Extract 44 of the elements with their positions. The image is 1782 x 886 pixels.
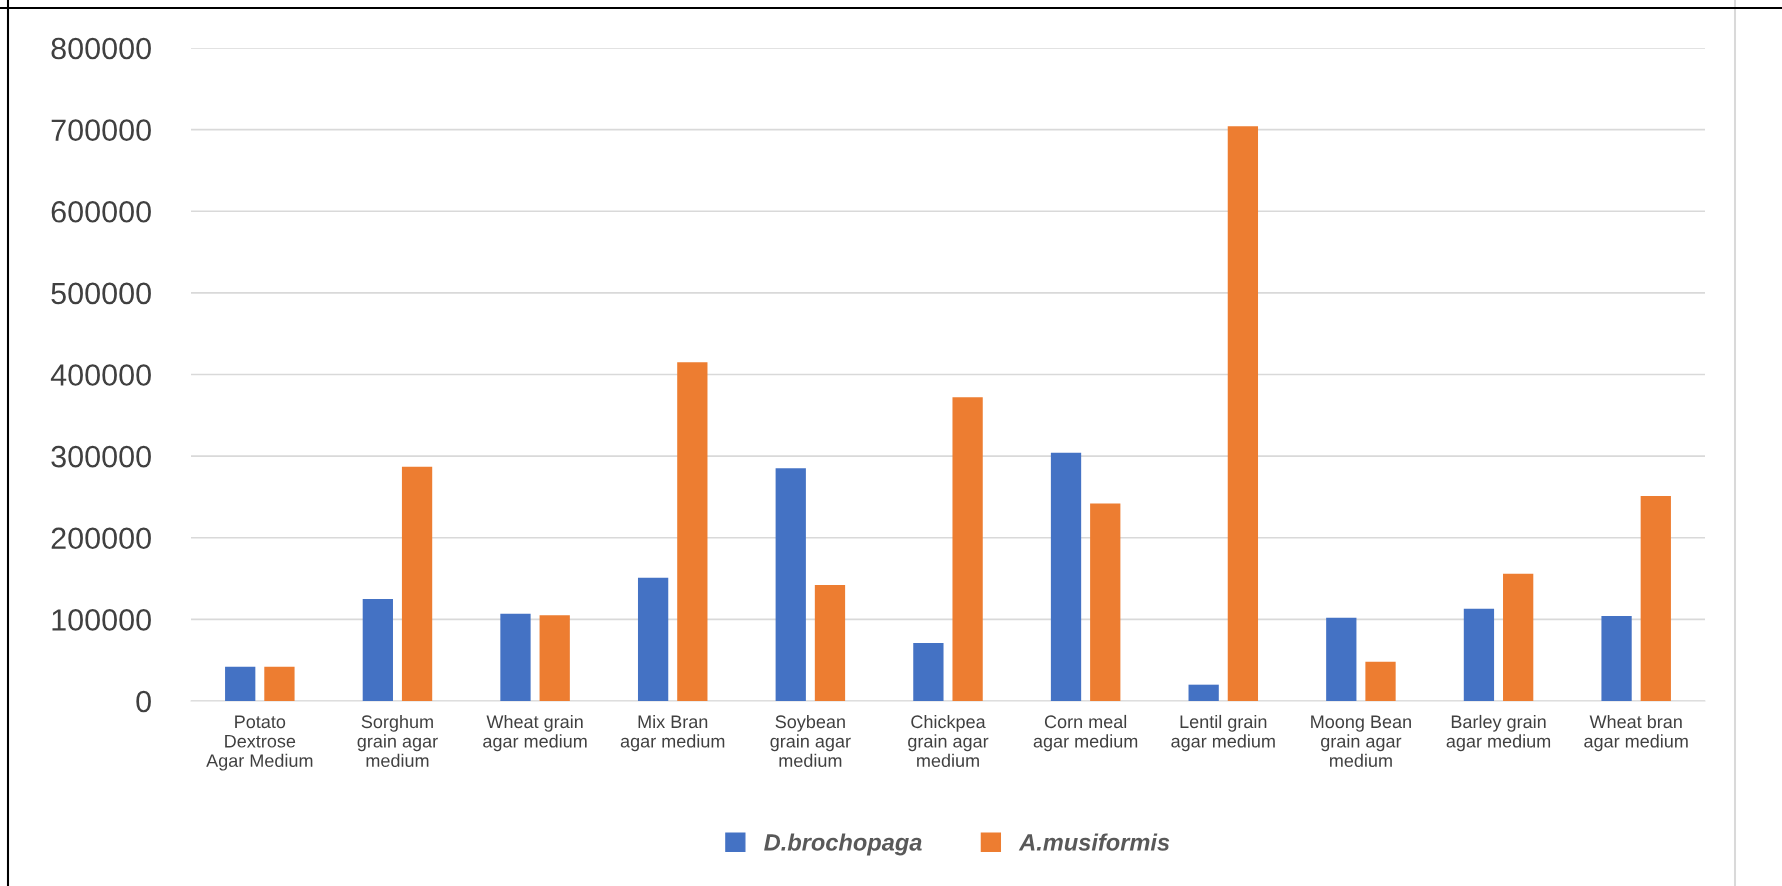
x-tick-label: Wheat grain agar medium bbox=[483, 714, 587, 752]
bar bbox=[637, 577, 669, 701]
bar bbox=[1463, 608, 1495, 701]
bar bbox=[775, 468, 806, 701]
bar bbox=[1365, 661, 1396, 701]
bar bbox=[1188, 684, 1219, 701]
x-tick-label: Soybean grain agar medium bbox=[770, 714, 851, 768]
legend-label: D.brochopaga bbox=[764, 833, 922, 856]
bar bbox=[362, 598, 393, 701]
bar bbox=[500, 613, 531, 701]
x-tick-label: Wheat bran agar medium bbox=[1584, 714, 1688, 752]
y-tick-label: 200000 bbox=[51, 527, 151, 550]
x-tick-label: Corn meal agar medium bbox=[1033, 714, 1138, 752]
bar bbox=[1503, 573, 1534, 701]
y-tick-label: 600000 bbox=[51, 200, 151, 223]
bar bbox=[1090, 503, 1121, 701]
y-tick-label: 300000 bbox=[51, 445, 151, 468]
x-tick-label: Lentil grain agar medium bbox=[1171, 714, 1275, 752]
y-tick-label: 400000 bbox=[50, 364, 151, 386]
bar bbox=[225, 666, 256, 701]
bar bbox=[913, 643, 944, 701]
bar bbox=[401, 466, 433, 701]
x-tick-label: Moong Bean grain agar medium bbox=[1311, 715, 1411, 768]
x-tick-label: Sorghum grain agar medium bbox=[357, 714, 438, 768]
y-tick-label: 800000 bbox=[51, 37, 151, 60]
bar bbox=[539, 615, 570, 701]
bar bbox=[1601, 616, 1632, 701]
x-tick-label: Barley grain agar medium bbox=[1446, 714, 1551, 752]
bar bbox=[1326, 617, 1357, 701]
y-tick-label: 0 bbox=[136, 690, 151, 713]
x-tick-label: Chickpea grain agar medium bbox=[908, 714, 989, 768]
bar bbox=[814, 585, 846, 701]
x-tick-label: Mix Bran agar medium bbox=[620, 714, 725, 752]
legend-label: A.musiformis bbox=[1018, 833, 1170, 851]
bar bbox=[1640, 496, 1671, 701]
bar bbox=[952, 397, 983, 701]
bar bbox=[677, 362, 708, 701]
y-tick-label: 100000 bbox=[52, 609, 151, 631]
y-tick-label: 700000 bbox=[51, 119, 151, 141]
bar bbox=[264, 666, 295, 701]
y-tick-label: 500000 bbox=[51, 282, 151, 305]
x-tick-label: Potato Dextrose Agar Medium bbox=[206, 715, 313, 771]
bar bbox=[1050, 452, 1082, 701]
bar bbox=[1227, 126, 1259, 701]
